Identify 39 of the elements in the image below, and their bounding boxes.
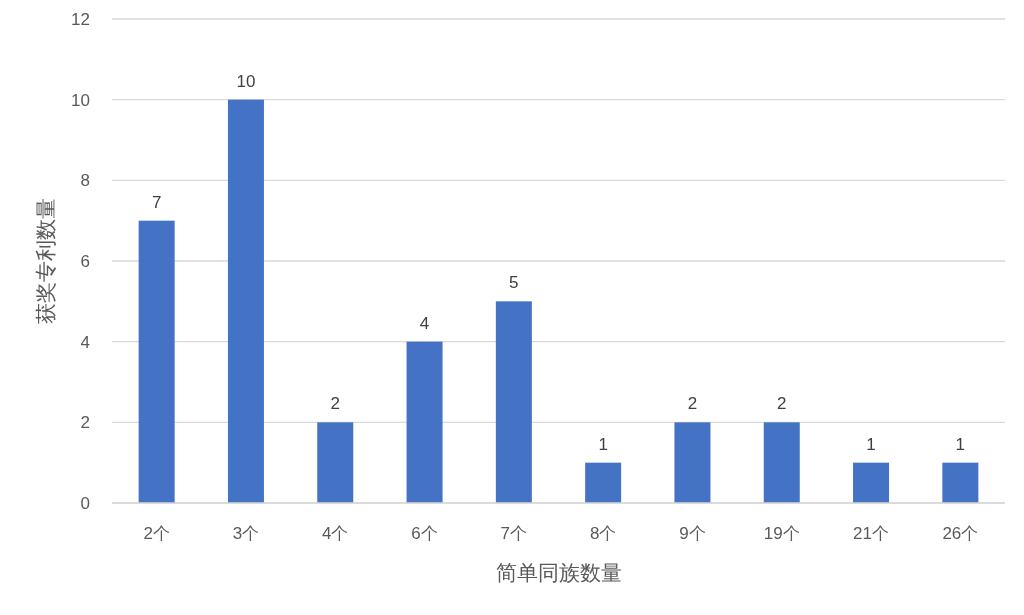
- y-axis-title: 获奖专利数量: [34, 198, 57, 324]
- data-label: 4: [419, 313, 430, 333]
- y-tick-label: 4: [80, 332, 90, 352]
- bar: [763, 422, 800, 503]
- data-label: 1: [955, 434, 966, 454]
- bar: [585, 462, 622, 503]
- data-label: 5: [509, 273, 519, 293]
- x-tick-label: 7个: [500, 524, 528, 543]
- data-label: 10: [236, 71, 256, 91]
- y-tick-label: 10: [71, 90, 90, 110]
- bar: [317, 422, 354, 503]
- data-label: 2: [687, 394, 698, 414]
- x-tick-label: 8个: [589, 524, 617, 543]
- x-tick-label: 19个: [763, 524, 800, 543]
- bar: [942, 462, 979, 503]
- y-tick-label: 2: [80, 413, 90, 433]
- x-axis-title: 简单同族数量: [495, 561, 622, 584]
- x-tick-label: 3个: [232, 524, 260, 543]
- x-tick-label: 26个: [942, 524, 979, 543]
- data-label: 2: [330, 394, 340, 414]
- y-tick-label: 8: [80, 171, 90, 191]
- bar: [227, 99, 264, 503]
- data-label: 1: [866, 434, 876, 454]
- bar: [853, 462, 890, 503]
- data-label: 7: [151, 192, 162, 212]
- x-tick-label: 9个: [679, 524, 706, 543]
- x-tick-label: 2个: [143, 524, 170, 543]
- bar: [138, 220, 175, 503]
- y-tick-label: 12: [71, 10, 90, 29]
- data-label: 2: [777, 394, 787, 414]
- y-tick-label: 0: [80, 494, 90, 513]
- bar: [674, 422, 711, 503]
- x-tick-label: 6个: [411, 524, 438, 543]
- bar: [406, 341, 443, 503]
- y-tick-label: 6: [80, 252, 90, 271]
- x-tick-label: 21个: [853, 524, 890, 543]
- bar: [495, 301, 532, 503]
- x-tick-label: 4个: [322, 524, 349, 543]
- data-label: 1: [598, 434, 608, 454]
